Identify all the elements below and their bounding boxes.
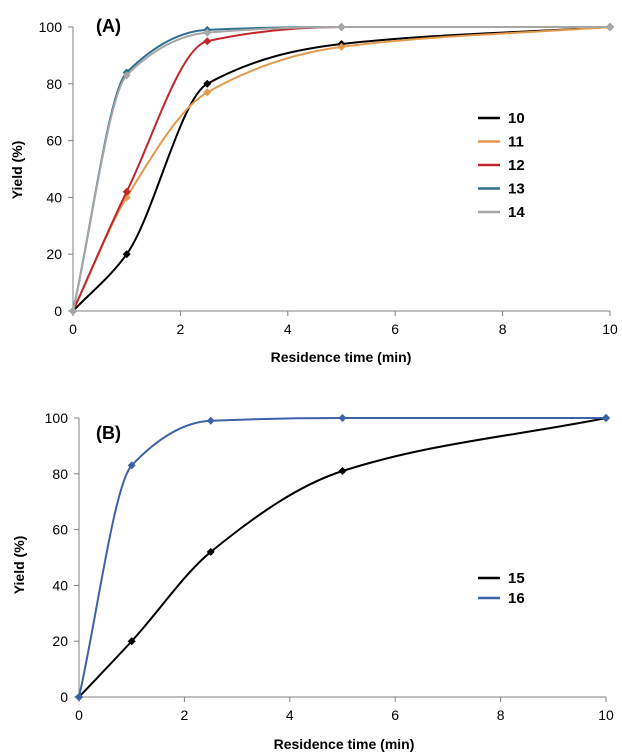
y-tick-label: 80: [52, 466, 68, 482]
y-tick-label: 20: [52, 633, 68, 649]
y-axis-title-b: Yield (%): [11, 536, 27, 595]
data-point-14: [203, 28, 212, 37]
series-line-10: [72, 26, 611, 312]
data-point-11: [203, 88, 212, 97]
y-tick-label: 40: [52, 577, 68, 593]
legend-label-10: 10: [508, 110, 525, 127]
legend-label-13: 13: [508, 181, 525, 198]
x-tick-label: 4: [286, 707, 294, 723]
data-point-16: [602, 414, 610, 422]
y-tick-label: 20: [46, 246, 62, 262]
data-point-14: [606, 23, 614, 31]
x-tick-label: 2: [177, 321, 185, 337]
legend-label-11: 11: [508, 134, 524, 151]
data-point-16: [75, 693, 83, 701]
x-tick-label: 8: [499, 321, 507, 337]
y-tick-label: 40: [46, 189, 62, 205]
data-point-15: [206, 547, 215, 556]
legend-label-15: 15: [508, 570, 525, 587]
x-axis-title-a: Residence time (min): [271, 349, 412, 365]
legend-label-16: 16: [508, 590, 525, 607]
data-point-12: [122, 187, 131, 196]
series-line-16: [78, 417, 606, 698]
chart-panel-a: (A) Residence time (min) Yield (%) 0 2 4 6 8…: [9, 16, 618, 365]
data-point-10: [203, 79, 212, 88]
data-point-11: [337, 42, 346, 51]
x-tick-label: 6: [391, 321, 399, 337]
data-point-14: [337, 23, 346, 31]
y-tick-label: 0: [60, 689, 68, 705]
x-tick-label: 6: [391, 707, 399, 723]
x-axis-title-b: Residence time (min): [274, 736, 415, 752]
x-tick-label: 2: [181, 707, 189, 723]
x-tick-label: 10: [602, 321, 618, 337]
data-point-14: [69, 307, 77, 315]
data-point-10: [122, 250, 131, 259]
legend-label-12: 12: [508, 157, 525, 174]
data-point-16: [206, 416, 215, 425]
data-point-16: [127, 461, 136, 470]
chart-panel-b: (B) Residence time (min) Yield (%) 0 2 4 6 8…: [11, 410, 614, 752]
series-line-15: [78, 417, 607, 698]
series-line-11: [72, 26, 611, 312]
data-point-15: [338, 467, 347, 476]
panel-label-b: (B): [96, 423, 121, 443]
series-line-13: [72, 25, 610, 312]
series-line-14: [72, 25, 610, 312]
data-point-16: [338, 414, 347, 422]
y-tick-label: 100: [45, 410, 69, 426]
legend-label-14: 14: [508, 204, 525, 221]
x-tick-label: 10: [598, 707, 614, 723]
x-tick-label: 0: [69, 321, 77, 337]
y-tick-label: 80: [46, 76, 62, 92]
y-tick-label: 60: [52, 522, 68, 538]
data-point-12: [203, 37, 212, 46]
y-tick-label: 0: [54, 303, 62, 319]
x-tick-label: 0: [75, 707, 83, 723]
data-point-15: [127, 637, 136, 646]
y-axis-title-a: Yield (%): [9, 141, 25, 200]
series-line-12: [72, 25, 610, 312]
data-point-14: [122, 71, 131, 80]
x-tick-label: 8: [497, 707, 505, 723]
y-tick-label: 60: [46, 133, 62, 149]
x-tick-label: 4: [284, 321, 292, 337]
panel-label-a: (A): [96, 16, 121, 36]
y-tick-label: 100: [39, 19, 63, 35]
